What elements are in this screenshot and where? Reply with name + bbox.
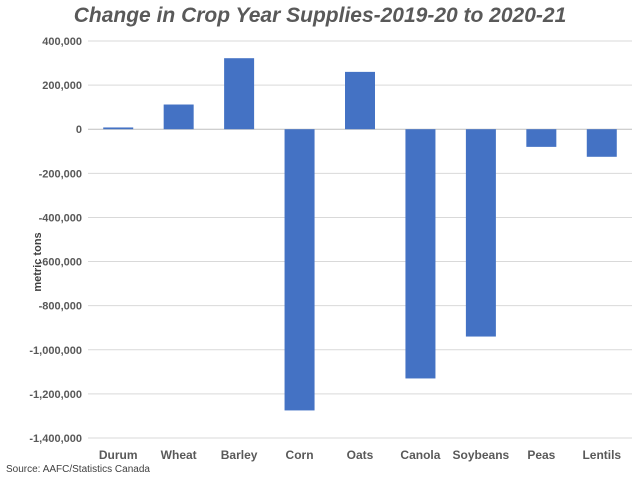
category-label-lentils: Lentils — [582, 448, 621, 462]
y-axis-title: metric tons — [32, 232, 44, 291]
y-tick-label: -1,400,000 — [29, 433, 82, 445]
bar-wheat — [163, 104, 194, 130]
bar-oats — [345, 71, 375, 130]
y-tick-label: -1,000,000 — [29, 345, 82, 357]
bar-soybeans — [465, 129, 496, 337]
bar-barley — [224, 58, 255, 130]
y-tick-label: -800,000 — [39, 301, 82, 313]
source-note: Source: AAFC/Statistics Canada — [6, 464, 150, 475]
y-tick-label: -1,200,000 — [29, 389, 82, 401]
y-tick-label: 0 — [76, 124, 82, 136]
category-label-canola: Canola — [400, 448, 440, 462]
bar-peas — [526, 129, 557, 147]
category-labels: Durum Wheat Barley Corn Oats Canola Soybeans Pe… — [99, 448, 622, 462]
bar-canola — [405, 129, 436, 379]
bars — [103, 58, 617, 411]
category-label-corn: Corn — [286, 448, 314, 462]
y-tick-label: -600,000 — [39, 257, 82, 269]
category-label-oats: Oats — [347, 448, 374, 462]
y-tick-label: -400,000 — [39, 212, 82, 224]
category-label-wheat: Wheat — [161, 448, 197, 462]
category-label-peas: Peas — [527, 448, 555, 462]
y-tick-label: 200,000 — [42, 80, 82, 92]
bar-durum — [103, 127, 134, 130]
bar-lentils — [586, 129, 617, 157]
bar-corn — [284, 129, 315, 411]
chart-title: Change in Crop Year Supplies-2019-20 to … — [73, 4, 567, 27]
y-tick-labels: 400,000 200,000 0 -200,000 -400,000 -600,000 -… — [29, 36, 82, 445]
category-label-barley: Barley — [221, 448, 258, 462]
category-label-durum: Durum — [99, 448, 138, 462]
y-tick-label: -200,000 — [39, 168, 82, 180]
category-label-soybeans: Soybeans — [453, 448, 510, 462]
y-tick-label: 400,000 — [42, 36, 82, 48]
